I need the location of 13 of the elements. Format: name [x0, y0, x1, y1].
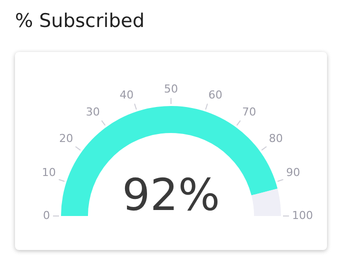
- text: 92%: [122, 170, 220, 221]
- text: 30: [86, 105, 100, 118]
- text: 90: [286, 166, 300, 179]
- text: 40: [120, 88, 134, 102]
- text: 20: [59, 132, 74, 146]
- text: 10: [42, 166, 56, 179]
- text: 80: [268, 132, 283, 146]
- text: 70: [242, 105, 256, 118]
- text: 60: [208, 88, 222, 102]
- text: 50: [164, 82, 178, 96]
- text: 100: [292, 208, 313, 222]
- chart-title: % Subscribed: [15, 10, 145, 32]
- text: 0: [43, 208, 50, 222]
